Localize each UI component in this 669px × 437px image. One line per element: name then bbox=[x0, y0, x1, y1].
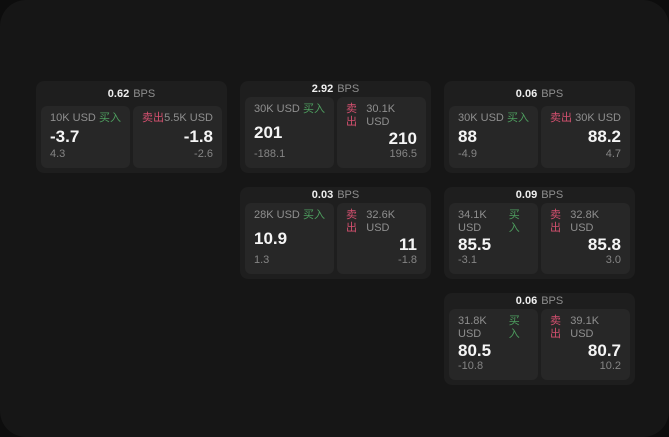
bps-value: 2.92 bbox=[311, 83, 334, 95]
buy-amount: 30K USD bbox=[254, 103, 300, 115]
buy-panel[interactable]: 34.1K USD 买入 85.5 -3.1 bbox=[449, 203, 538, 274]
sell-price: 11 bbox=[399, 235, 417, 254]
quote-card-grid: 0.62 BPS 10K USD 买入 -3.7 4.3 卖出 5.5K USD bbox=[36, 81, 635, 385]
sell-panel[interactable]: 卖出 32.8K USD 85.8 3.0 bbox=[541, 203, 630, 274]
buy-amount: 10K USD bbox=[50, 112, 96, 124]
sell-amount: 39.1K USD bbox=[570, 315, 600, 340]
bps-header: 0.09 BPS bbox=[449, 187, 630, 203]
buy-side-label: 买入 bbox=[508, 315, 520, 340]
bps-unit-label: BPS bbox=[541, 87, 564, 100]
bps-header: 0.62 BPS bbox=[41, 81, 222, 106]
buy-sub-value: -3.1 bbox=[458, 254, 477, 266]
sell-side-label: 卖出 bbox=[346, 103, 357, 128]
buy-panel[interactable]: 30K USD 买入 201 -188.1 bbox=[245, 97, 334, 168]
buy-panel[interactable]: 28K USD 买入 10.9 1.3 bbox=[245, 203, 334, 274]
buy-panel[interactable]: 10K USD 买入 -3.7 4.3 bbox=[41, 106, 130, 168]
buy-panel[interactable]: 30K USD 买入 88 -4.9 bbox=[449, 106, 538, 168]
sell-side-label: 卖出 bbox=[142, 112, 164, 124]
buy-amount: 30K USD bbox=[458, 112, 504, 124]
bps-unit-label: BPS bbox=[337, 83, 360, 95]
bps-unit-label: BPS bbox=[133, 87, 156, 100]
sell-sub-value: 3.0 bbox=[605, 254, 621, 266]
sell-side-label: 卖出 bbox=[550, 112, 572, 124]
bps-value: 0.06 bbox=[515, 87, 538, 100]
bps-header: 0.06 BPS bbox=[449, 293, 630, 309]
sell-amount: 5.5K USD bbox=[164, 112, 213, 124]
buy-amount: 31.8K USD bbox=[458, 315, 487, 340]
bps-unit-label: BPS bbox=[337, 189, 360, 201]
buy-side-label: 买入 bbox=[507, 112, 529, 124]
bps-header: 2.92 BPS bbox=[245, 81, 426, 97]
sell-panel[interactable]: 卖出 39.1K USD 80.7 10.2 bbox=[541, 309, 630, 380]
buy-price: 88 bbox=[458, 127, 477, 146]
quote-card: 0.62 BPS 10K USD 买入 -3.7 4.3 卖出 5.5K USD bbox=[36, 81, 227, 173]
sell-sub-value: 10.2 bbox=[599, 360, 621, 372]
quote-card: 0.06 BPS 31.8K USD 买入 80.5 -10.8 卖出 39.1… bbox=[444, 293, 635, 385]
buy-sub-value: -188.1 bbox=[254, 148, 286, 160]
buy-price: 201 bbox=[254, 122, 283, 142]
sell-price: 80.7 bbox=[587, 341, 621, 360]
sell-amount: 32.8K USD bbox=[570, 209, 600, 234]
sell-panel[interactable]: 卖出 30K USD 88.2 4.7 bbox=[541, 106, 630, 168]
buy-side-label: 买入 bbox=[303, 103, 325, 115]
sell-price: 85.8 bbox=[587, 235, 621, 254]
sell-side-label: 卖出 bbox=[550, 209, 561, 234]
bps-header: 0.03 BPS bbox=[245, 187, 426, 203]
buy-amount: 34.1K USD bbox=[458, 209, 487, 234]
sell-price: -1.8 bbox=[183, 127, 213, 146]
sell-panel[interactable]: 卖出 5.5K USD -1.8 -2.6 bbox=[133, 106, 222, 168]
sell-panel[interactable]: 卖出 30.1K USD 210 196.5 bbox=[337, 97, 426, 168]
sell-panel[interactable]: 卖出 32.6K USD 11 -1.8 bbox=[337, 203, 426, 274]
bps-header: 0.06 BPS bbox=[449, 81, 630, 106]
sell-side-label: 卖出 bbox=[550, 315, 561, 340]
sell-sub-value: -1.8 bbox=[398, 254, 417, 266]
sell-sub-value: -2.6 bbox=[194, 148, 213, 160]
sell-amount: 30K USD bbox=[575, 112, 621, 124]
bps-value: 0.06 bbox=[515, 295, 538, 307]
buy-price: 85.5 bbox=[458, 235, 492, 254]
bps-unit-label: BPS bbox=[541, 189, 564, 201]
buy-sub-value: 1.3 bbox=[254, 254, 270, 266]
sell-price: 88.2 bbox=[587, 127, 621, 146]
sell-side-label: 卖出 bbox=[346, 209, 357, 234]
buy-sub-value: -10.8 bbox=[458, 360, 484, 372]
buy-side-label: 买入 bbox=[303, 209, 325, 221]
bps-value: 0.09 bbox=[515, 189, 538, 201]
sell-price: 210 bbox=[388, 129, 417, 148]
sell-amount: 30.1K USD bbox=[366, 103, 396, 128]
quote-card: 0.09 BPS 34.1K USD 买入 85.5 -3.1 卖出 32.8K… bbox=[444, 187, 635, 279]
buy-sub-value: 4.3 bbox=[50, 148, 66, 160]
buy-panel[interactable]: 31.8K USD 买入 80.5 -10.8 bbox=[449, 309, 538, 380]
quote-card: 0.06 BPS 30K USD 买入 88 -4.9 卖出 30K USD bbox=[444, 81, 635, 173]
bps-value: 0.03 bbox=[311, 189, 334, 201]
buy-price: 10.9 bbox=[254, 228, 288, 248]
quote-card: 2.92 BPS 30K USD 买入 201 -188.1 卖出 30.1K … bbox=[240, 81, 431, 173]
bps-value: 0.62 bbox=[107, 87, 130, 100]
sell-amount: 32.6K USD bbox=[366, 209, 396, 234]
buy-sub-value: -4.9 bbox=[458, 148, 477, 160]
quote-card: 0.03 BPS 28K USD 买入 10.9 1.3 卖出 32.6K US… bbox=[240, 187, 431, 279]
bps-unit-label: BPS bbox=[541, 295, 564, 307]
buy-price: -3.7 bbox=[50, 127, 80, 146]
buy-side-label: 买入 bbox=[99, 112, 121, 124]
buy-side-label: 买入 bbox=[508, 209, 520, 234]
buy-price: 80.5 bbox=[458, 341, 492, 360]
sell-sub-value: 4.7 bbox=[605, 148, 621, 160]
buy-amount: 28K USD bbox=[254, 209, 300, 221]
sell-sub-value: 196.5 bbox=[389, 148, 417, 160]
